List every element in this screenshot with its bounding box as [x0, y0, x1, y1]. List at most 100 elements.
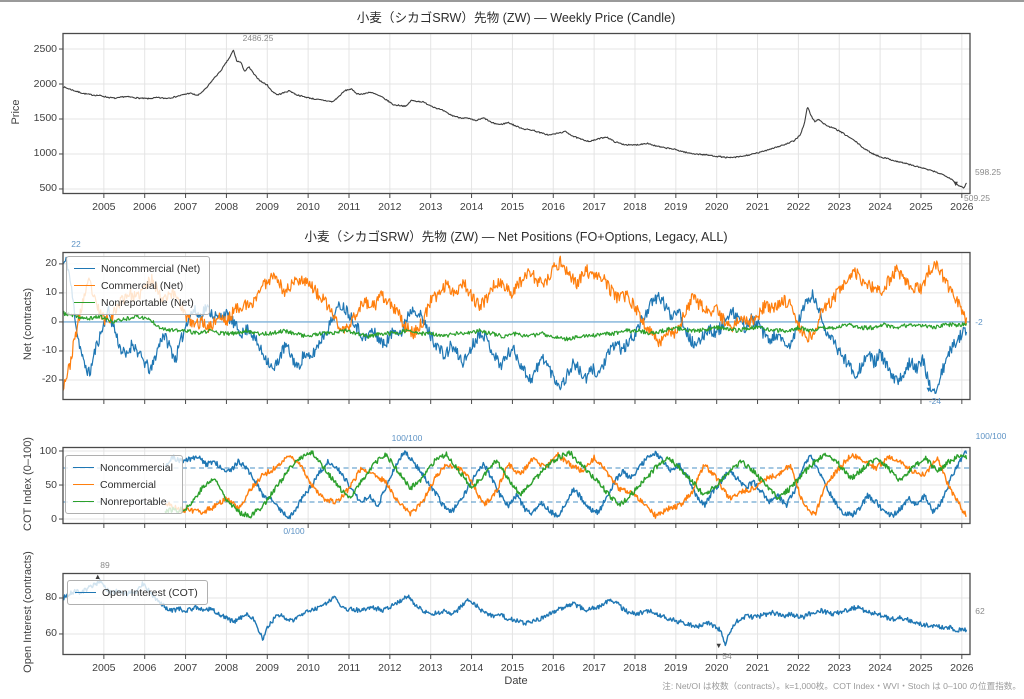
x-tick-label: 2009: [255, 201, 279, 213]
legend: Noncommercial (Net) Commercial (Net) Nonre…: [66, 256, 211, 315]
x-tick-label: 2021: [745, 201, 770, 213]
y-tick-label: 20: [45, 257, 57, 270]
x-tick-label: 2005: [92, 662, 116, 674]
x-tick-label: 2020: [705, 662, 729, 674]
annotation: 22: [71, 238, 81, 249]
y-tick-label: 2000: [33, 77, 57, 90]
plot-area-0: [59, 32, 971, 198]
legend-label: Nonreportable (Net): [101, 296, 194, 309]
legend-line-swatch: [73, 484, 94, 485]
x-tick-label: 2011: [337, 201, 361, 213]
y-tick-label: 80: [45, 591, 57, 604]
x-tick-label: 2010: [296, 201, 320, 213]
y-tick-label: 0: [51, 315, 57, 328]
plot-area-3: [59, 572, 971, 659]
y-axis-label: Open Interest (contracts): [22, 551, 34, 673]
legend-line-swatch: [74, 268, 95, 269]
series-line-noncommercial: [164, 450, 968, 520]
annotation: 62: [975, 605, 985, 616]
y-tick-label: 10: [45, 286, 57, 299]
x-tick-label: 2018: [623, 662, 647, 674]
y-tick-label: 100: [39, 444, 57, 457]
x-tick-label: 2016: [541, 201, 565, 213]
x-tick-label: 2006: [133, 201, 157, 213]
series-line-commercial: [164, 451, 967, 519]
x-tick-label: 2022: [786, 662, 811, 674]
legend-label: Open Interest (COT): [102, 586, 198, 599]
annotation: 598.25: [975, 166, 1001, 177]
legend-label: Noncommercial: [100, 461, 173, 474]
x-tick-label: 2023: [827, 662, 851, 674]
chart-title: 小麦（シカゴSRW）先物 (ZW) — Net Positions (FO+Op…: [304, 230, 728, 244]
legend-item: Nonreportable: [73, 493, 173, 510]
x-tick-label: 2024: [868, 662, 892, 674]
y-tick-label: 1500: [33, 112, 57, 125]
y-tick-label: 1000: [33, 147, 57, 160]
x-tick-label: 2012: [378, 662, 402, 674]
legend-line-swatch: [73, 501, 94, 502]
x-tick-label: 2016: [541, 662, 565, 674]
x-tick-label: 2018: [623, 201, 647, 213]
series-line-nonreportable: [164, 450, 968, 519]
extreme-marker-icon: ▼: [715, 641, 723, 650]
x-tick-label: 2009: [255, 662, 279, 674]
annotation: 100/100: [975, 430, 1007, 441]
y-tick-label: 60: [45, 627, 57, 640]
y-tick-label: 2500: [33, 42, 57, 55]
x-tick-label: 2025: [909, 201, 933, 213]
legend: Open Interest (COT): [67, 580, 208, 605]
y-tick-label: -10: [41, 344, 57, 357]
x-tick-label: 2026: [950, 662, 974, 674]
x-tick-label: 2007: [173, 201, 198, 213]
y-axis-label: COT Index (0–100): [22, 436, 34, 531]
y-tick-label: 0: [51, 512, 57, 525]
annotation: 2486.25: [242, 32, 274, 43]
legend-line-swatch: [73, 467, 94, 468]
extreme-marker-icon: ▼: [925, 385, 933, 394]
extreme-marker-icon: ▼: [952, 179, 960, 188]
legend-item: Open Interest (COT): [75, 584, 198, 601]
x-tick-label: 2025: [909, 662, 933, 674]
annotation: 509.25: [964, 192, 990, 203]
y-axis-label: Net (contracts): [22, 287, 34, 361]
x-tick-label: 2026: [950, 201, 974, 213]
x-tick-label: 2019: [664, 201, 688, 213]
plot-area-2: [59, 446, 971, 528]
y-axis-label: Price: [10, 98, 22, 125]
y-tick-label: 50: [45, 478, 57, 491]
x-tick-label: 2008: [214, 201, 239, 213]
x-tick-label: 2019: [664, 662, 688, 674]
x-axis-label: Date: [504, 675, 528, 687]
annotation: 89: [100, 559, 110, 570]
series-line-open-interest-cot-: [63, 579, 968, 647]
x-tick-label: 2020: [705, 201, 729, 213]
x-tick-label: 2022: [786, 201, 811, 213]
legend-label: Commercial: [100, 478, 157, 491]
x-tick-label: 2021: [745, 662, 770, 674]
x-tick-label: 2015: [500, 662, 525, 674]
x-tick-label: 2013: [419, 201, 443, 213]
x-tick-label: 2017: [582, 201, 606, 213]
plot-area-1: [59, 251, 971, 404]
x-tick-label: 2024: [868, 201, 892, 213]
x-tick-label: 2005: [92, 201, 116, 213]
x-tick-label: 2023: [827, 201, 851, 213]
series-line-nonreportable-net-: [63, 310, 968, 342]
x-tick-label: 2013: [419, 662, 443, 674]
x-tick-label: 2008: [214, 662, 239, 674]
legend-line-swatch: [74, 302, 95, 303]
legend-label: Noncommercial (Net): [101, 262, 201, 275]
series-line-commercial-net-: [63, 255, 968, 391]
annotation: -2: [975, 316, 983, 327]
annotation: 0/100: [283, 525, 305, 536]
annotation: -24: [928, 395, 942, 406]
x-tick-label: 2017: [582, 662, 606, 674]
legend-item: Commercial (Net): [74, 277, 200, 294]
legend-item: Noncommercial: [73, 459, 173, 476]
series-line-price: [63, 49, 967, 189]
x-tick-label: 2010: [296, 662, 320, 674]
x-tick-label: 2015: [500, 201, 525, 213]
x-tick-label: 2006: [133, 662, 157, 674]
x-tick-label: 2014: [459, 201, 484, 213]
